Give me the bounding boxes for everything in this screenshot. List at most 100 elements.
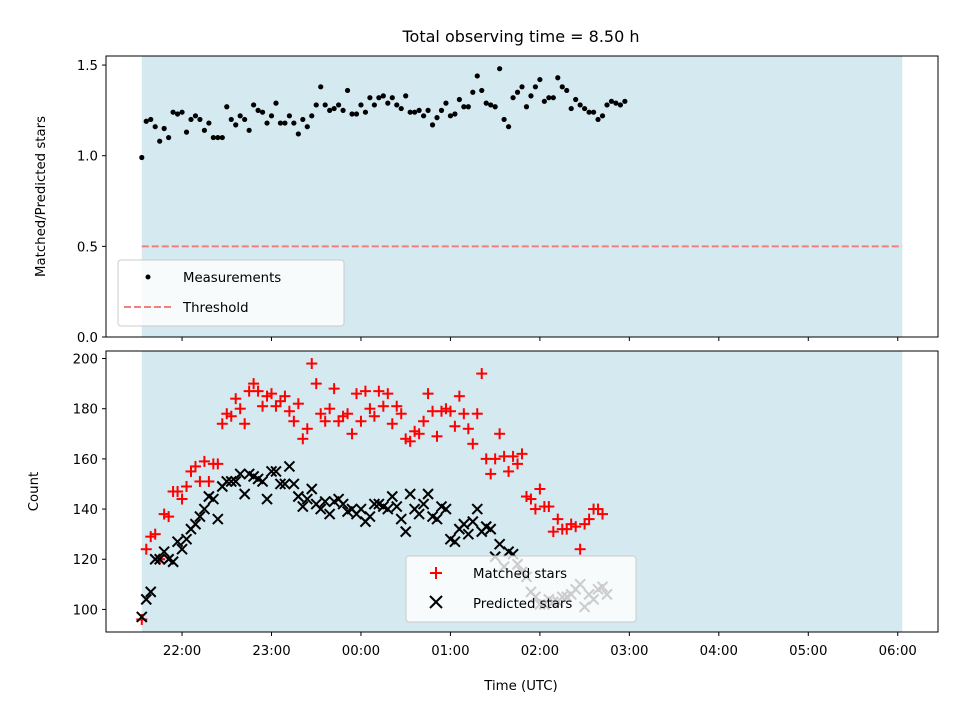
predicted-star-b (404, 488, 416, 500)
measurement-point (434, 115, 440, 121)
predicted-star-b (355, 503, 367, 515)
measurement-point (331, 105, 337, 112)
predicted-star-point (238, 488, 251, 500)
predicted-star-b (256, 475, 269, 488)
matched-star-point (279, 390, 291, 402)
predicted-star-b (225, 475, 237, 488)
y-tick-label: 1.5 (77, 59, 98, 74)
measurement-point (277, 120, 284, 126)
measurement-point (161, 125, 167, 132)
matched-star-point (292, 398, 304, 410)
matched-star-point (444, 405, 456, 417)
predicted-star-point (261, 493, 273, 505)
measurement-point (139, 154, 145, 161)
predicted-star-point (368, 498, 381, 510)
predicted-star-b (395, 513, 407, 525)
measurement-point (295, 131, 301, 137)
matched-star-point (534, 483, 546, 495)
predicted-star-b (502, 546, 515, 558)
matched-star-point (140, 543, 152, 555)
ratio-x-ticks (181, 337, 899, 341)
x-tick-label: 01:00 (431, 644, 469, 659)
predicted-star-b (301, 493, 313, 505)
measurement-point (479, 87, 485, 94)
measurement-point (282, 120, 288, 126)
predicted-legend-label: Predicted stars (473, 597, 572, 612)
matched-star-point (516, 448, 528, 460)
y-tick-label: 0.5 (77, 240, 98, 255)
x-tick-label: 22:00 (163, 644, 201, 659)
matched-star-point (283, 405, 295, 417)
matched-star-point (248, 378, 260, 390)
predicted-star-point (484, 523, 497, 535)
measurement-point (179, 109, 185, 115)
predicted-star-point (323, 508, 336, 520)
predicted-star-point (422, 488, 434, 500)
predicted-star-point (458, 518, 470, 530)
measurement-point (385, 100, 391, 106)
y-tick-label: 160 (73, 453, 98, 468)
ratio-panel-frame (105, 55, 939, 338)
measurement-point (447, 113, 454, 119)
predicted-star-b (422, 488, 434, 500)
predicted-star-point (337, 498, 349, 510)
matched-star-point (288, 415, 300, 427)
predicted-star-b (440, 503, 452, 515)
measurement-point (492, 104, 498, 110)
count-panel-frame (105, 350, 939, 633)
predicted-star-point (382, 503, 394, 515)
chart-title: Total observing time = 8.50 h (401, 27, 639, 46)
measurement-point (233, 122, 239, 128)
measurements-legend-label: Measurements (183, 271, 281, 286)
predicted-star-point (364, 510, 376, 523)
predicted-star-b (449, 535, 461, 548)
measurement-point (613, 100, 619, 106)
measurement-point (537, 76, 543, 83)
measurement-point (327, 107, 333, 113)
predicted-star-point (417, 498, 430, 510)
measurement-point (251, 102, 257, 108)
matched-star-point (543, 501, 555, 513)
measurement-point (166, 134, 172, 141)
predicted-star-b (270, 465, 282, 478)
predicted-star-point (140, 593, 152, 606)
predicted-star-point (471, 503, 483, 515)
predicted-star-point (194, 510, 206, 523)
predicted-star-point (440, 503, 452, 515)
measurement-point (394, 102, 400, 108)
matched-star-point (431, 430, 443, 442)
predicted-star-point (449, 535, 461, 548)
y-tick-label: 1.0 (77, 150, 98, 165)
measurement-point (344, 87, 351, 94)
predicted-star-b (162, 553, 175, 565)
measurement-point (380, 93, 386, 99)
matched-star-point (382, 388, 394, 400)
predicted-star-point (413, 508, 425, 520)
measurements-legend-marker (145, 274, 151, 280)
predicted-star-point (149, 553, 161, 565)
measurement-point (528, 93, 534, 99)
measurement-point (259, 109, 266, 115)
predicted-star-b (337, 498, 349, 510)
measurement-point (470, 89, 476, 95)
predicted-star-b (274, 478, 287, 490)
predicted-star-b (431, 513, 443, 525)
measurement-point (456, 96, 462, 103)
measurement-point (322, 102, 328, 108)
measurement-point (273, 100, 279, 106)
predicted-star-b (306, 483, 318, 495)
predicted-star-point (297, 500, 309, 513)
predicted-star-b (149, 553, 161, 565)
predicted-star-b (315, 503, 327, 515)
matched-star-point (328, 383, 340, 395)
measurement-point (412, 109, 418, 115)
measurement-point (595, 116, 601, 123)
matched-star-point (512, 458, 524, 470)
predicted-star-point (230, 475, 242, 488)
predicted-star-b (212, 513, 224, 525)
ratio-legend: Measurements Threshold (117, 259, 345, 327)
matched-star-point (574, 543, 586, 555)
measurement-point (510, 95, 516, 101)
measurement-point (143, 118, 149, 124)
